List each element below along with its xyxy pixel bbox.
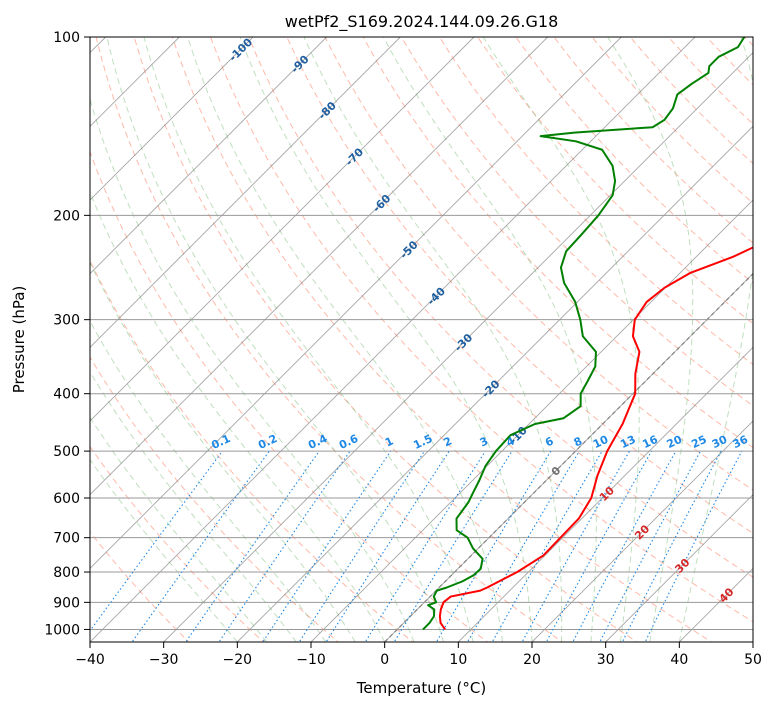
- y-tick-label: 200: [53, 208, 80, 224]
- x-tick-label: 30: [597, 652, 615, 668]
- y-tick-label: 600: [53, 491, 80, 507]
- x-axis-label: Temperature (°C): [356, 679, 486, 697]
- y-tick-label: 500: [53, 444, 80, 460]
- y-tick-label: 800: [53, 565, 80, 581]
- isotherm-line: [753, 37, 775, 642]
- x-tick-label: 50: [744, 652, 762, 668]
- y-tick-label: 300: [53, 313, 80, 329]
- y-tick-label: 100: [53, 30, 80, 46]
- y-tick-label: 1000: [44, 622, 80, 638]
- x-tick-label: 0: [380, 652, 389, 668]
- x-tick-label: 10: [449, 652, 467, 668]
- chart-title: wetPf2_S169.2024.144.09.26.G18: [285, 12, 559, 32]
- x-tick-label: 20: [523, 652, 541, 668]
- y-tick-label: 700: [53, 531, 80, 547]
- x-tick-label: −10: [296, 652, 326, 668]
- x-tick-label: −30: [149, 652, 179, 668]
- y-axis-ticks: 1000 900 800 700 600 500 400 300 200 100: [44, 30, 90, 638]
- x-axis-ticks: −40 −30 −20 −10 0 10 20 30 40 50: [75, 642, 762, 668]
- x-tick-label: 40: [670, 652, 688, 668]
- x-tick-label: −20: [223, 652, 253, 668]
- y-tick-label: 900: [53, 595, 80, 611]
- y-tick-label: 400: [53, 387, 80, 403]
- x-tick-label: −40: [75, 652, 105, 668]
- y-axis-label: Pressure (hPa): [10, 286, 28, 394]
